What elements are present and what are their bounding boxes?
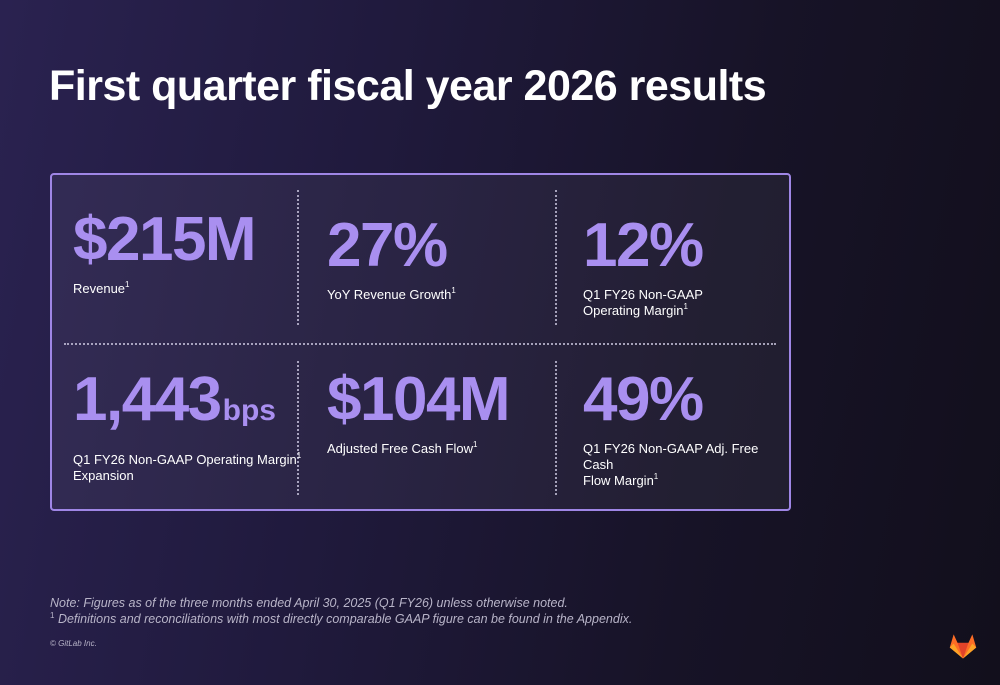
- metric-label: Revenue1: [73, 281, 255, 297]
- definition-text: Definitions and reconciliations with mos…: [57, 612, 633, 626]
- metric-value: 27%: [327, 213, 456, 279]
- footnote-marker: 1: [653, 472, 659, 481]
- footnote-marker: 1: [125, 280, 130, 289]
- metric-value-text: 27%: [327, 211, 448, 280]
- metrics-panel: $215M Revenue1 27% YoY Revenue Growth1 1…: [50, 173, 791, 511]
- footnote-marker: 1: [451, 286, 456, 295]
- footnote-marker: 1: [472, 440, 478, 449]
- definition-note: 1 Definitions and reconciliations with m…: [50, 611, 632, 627]
- slide-title: First quarter fiscal year 2026 results: [49, 62, 767, 110]
- metric-label-text-line2: Flow Margin: [583, 473, 654, 488]
- metric-label-text-line2: Expansion: [73, 468, 134, 483]
- metric-label-text: Adjusted Free Cash Flow: [327, 441, 473, 456]
- metric-label-text: Q1 FY26 Non-GAAP: [583, 287, 703, 302]
- column-divider-top-2: [555, 190, 557, 325]
- metric-label: YoY Revenue Growth1: [327, 287, 456, 303]
- metric-label-text: Revenue: [73, 281, 126, 296]
- metric-label: Q1 FY26 Non-GAAP Operating Margin1 Expans…: [73, 452, 301, 484]
- note-text: Note: Figures as of the three months end…: [50, 596, 568, 610]
- gitlab-tanuki-icon: [949, 634, 977, 659]
- metric-value-text: 12%: [583, 211, 704, 280]
- metric-free-cash-flow-margin: 49% Q1 FY26 Non-GAAP Adj. Free Cash Flow …: [583, 367, 789, 489]
- metric-unit: bps: [222, 394, 276, 427]
- metric-value: 12%: [583, 211, 704, 280]
- footnote-marker: 1: [296, 451, 302, 460]
- metric-label-text: YoY Revenue Growth: [327, 287, 452, 302]
- metric-label-text-line2: Operating Margin: [583, 303, 684, 318]
- metric-label: Q1 FY26 Non-GAAP Adj. Free Cash Flow Marg…: [583, 441, 789, 489]
- footnotes: Note: Figures as of the three months end…: [50, 595, 632, 627]
- metric-value-text: $104M: [327, 365, 511, 434]
- column-divider-top-1: [297, 190, 299, 325]
- metric-label-text: Q1 FY26 Non-GAAP Operating Margin: [73, 452, 297, 467]
- column-divider-bottom-1: [297, 361, 299, 495]
- definition-marker: 1: [50, 611, 55, 620]
- metric-value: 1,443bps: [73, 367, 301, 444]
- metric-value: $215M: [73, 205, 257, 274]
- metric-revenue: $215M Revenue1: [73, 205, 257, 297]
- column-divider-bottom-2: [555, 361, 557, 495]
- metric-value: $104M: [327, 365, 511, 434]
- metric-operating-margin-expansion: 1,443bps Q1 FY26 Non-GAAP Operating Marg…: [73, 367, 301, 484]
- metric-label: Q1 FY26 Non-GAAP Operating Margin1: [583, 287, 703, 319]
- metric-value: 49%: [583, 367, 789, 433]
- metric-value-text: 1,443: [73, 365, 222, 434]
- metric-label: Adjusted Free Cash Flow1: [327, 441, 509, 457]
- metric-yoy-revenue-growth: 27% YoY Revenue Growth1: [327, 213, 456, 303]
- metric-value-text: $215M: [73, 205, 257, 274]
- metric-adjusted-free-cash-flow: $104M Adjusted Free Cash Flow1: [327, 365, 511, 457]
- copyright: © GitLab Inc.: [50, 639, 97, 648]
- metric-operating-margin: 12% Q1 FY26 Non-GAAP Operating Margin1: [583, 211, 704, 319]
- metric-label-text: Q1 FY26 Non-GAAP Adj. Free Cash: [583, 441, 759, 472]
- footnote-marker: 1: [683, 302, 688, 311]
- metric-value-text: 49%: [583, 365, 704, 434]
- row-divider: [64, 343, 776, 345]
